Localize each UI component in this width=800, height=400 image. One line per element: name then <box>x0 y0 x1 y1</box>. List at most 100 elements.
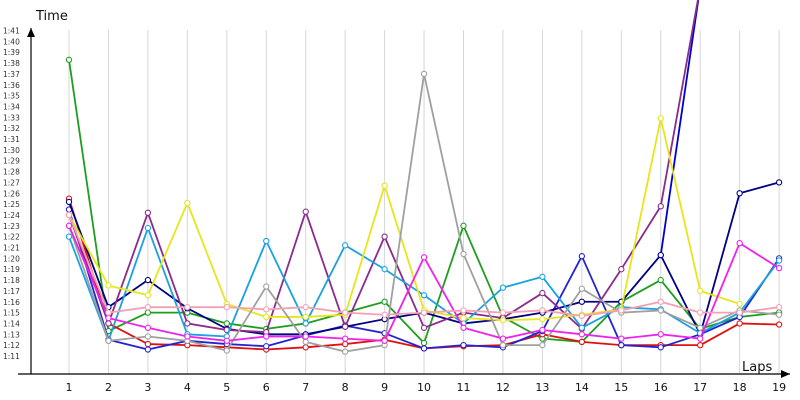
x-tick-label: 16 <box>654 381 668 394</box>
x-tick-label: 12 <box>496 381 510 394</box>
grid-lines <box>68 30 780 374</box>
data-point <box>184 320 191 327</box>
y-tick-label: 1:28 <box>3 168 20 177</box>
data-point <box>263 313 270 321</box>
data-point <box>65 198 73 206</box>
data-point <box>105 309 112 316</box>
x-tick-label: 8 <box>342 381 349 394</box>
data-point <box>341 309 349 316</box>
data-point <box>578 312 585 320</box>
data-point <box>657 331 664 338</box>
data-point <box>184 333 191 340</box>
data-point <box>499 335 507 342</box>
y-tick-label: 1:32 <box>3 124 20 133</box>
data-point <box>736 309 743 316</box>
data-point <box>420 70 428 78</box>
y-tick-label: 1:26 <box>3 189 20 198</box>
data-point <box>263 306 270 313</box>
data-point <box>736 190 743 197</box>
y-tick-label: 1:25 <box>3 200 20 209</box>
data-point <box>420 292 428 299</box>
x-tick-label: 17 <box>693 381 707 394</box>
data-point <box>539 273 546 280</box>
data-point <box>223 347 230 354</box>
data-point <box>302 208 309 215</box>
x-tick-label: 6 <box>263 381 270 394</box>
data-point <box>263 237 270 245</box>
data-point <box>657 251 664 259</box>
data-point <box>578 253 585 260</box>
series-group <box>65 0 783 355</box>
data-point <box>105 282 112 289</box>
y-tick-label: 1:12 <box>3 341 20 350</box>
data-point <box>184 199 191 207</box>
data-point <box>105 337 112 344</box>
data-point <box>341 242 349 249</box>
data-point <box>302 320 309 327</box>
data-point <box>65 222 73 229</box>
y-axis-title: Time <box>35 9 68 24</box>
data-point <box>381 337 388 344</box>
series-line <box>65 0 699 336</box>
x-tick-labels: 1 2 3 4 5 6 7 8 9 10 11 12 13 14 15 16 17 18 19 <box>66 381 787 394</box>
data-point <box>736 300 743 308</box>
data-point <box>420 345 428 352</box>
data-point <box>144 209 152 216</box>
y-tick-label: 1:14 <box>3 319 20 328</box>
x-tick-label: 3 <box>144 381 151 394</box>
data-point <box>460 250 467 258</box>
y-tick-label: 1:16 <box>3 298 20 307</box>
y-tick-label: 1:22 <box>3 233 20 242</box>
x-axis-title: Laps <box>742 360 772 375</box>
y-tick-label: 1:23 <box>3 222 20 231</box>
data-point <box>618 307 625 314</box>
data-point <box>381 233 388 240</box>
series-line <box>657 0 700 259</box>
series-path <box>659 0 700 256</box>
data-point <box>302 304 309 311</box>
data-point <box>341 340 349 348</box>
y-tick-label: 1:36 <box>3 81 20 90</box>
data-point <box>341 335 349 342</box>
axes <box>18 28 790 378</box>
y-tick-label: 1:27 <box>3 178 20 187</box>
data-point <box>65 233 73 240</box>
data-point <box>144 324 152 331</box>
data-point <box>302 344 309 351</box>
data-point <box>499 309 507 316</box>
data-point <box>539 315 546 323</box>
data-point <box>460 341 467 349</box>
data-point <box>381 298 388 305</box>
x-tick-label: 11 <box>457 381 471 394</box>
data-point <box>697 335 704 342</box>
data-point <box>775 311 783 318</box>
data-point <box>697 309 704 316</box>
data-point <box>618 266 625 273</box>
data-point <box>657 298 664 305</box>
data-point <box>657 115 664 122</box>
data-point <box>657 307 664 314</box>
data-point <box>223 320 230 327</box>
x-tick-label: 5 <box>223 381 230 394</box>
data-point <box>341 323 349 330</box>
data-point <box>144 304 152 311</box>
y-tick-label: 1:38 <box>3 59 20 68</box>
series-line <box>65 222 783 344</box>
data-point <box>618 341 625 349</box>
y-axis-arrow <box>27 28 35 37</box>
data-point <box>657 276 664 284</box>
data-point <box>223 337 230 344</box>
data-point <box>144 340 152 348</box>
data-point <box>302 333 309 340</box>
x-tick-label: 15 <box>614 381 628 394</box>
x-tick-label: 7 <box>302 381 309 394</box>
y-tick-label: 1:18 <box>3 276 20 285</box>
data-point <box>578 331 585 338</box>
data-point <box>578 324 585 331</box>
data-point <box>460 314 467 322</box>
y-tick-label: 1:17 <box>3 287 20 296</box>
x-axis-arrow <box>781 370 790 378</box>
data-point <box>578 285 585 292</box>
data-point <box>381 311 388 318</box>
